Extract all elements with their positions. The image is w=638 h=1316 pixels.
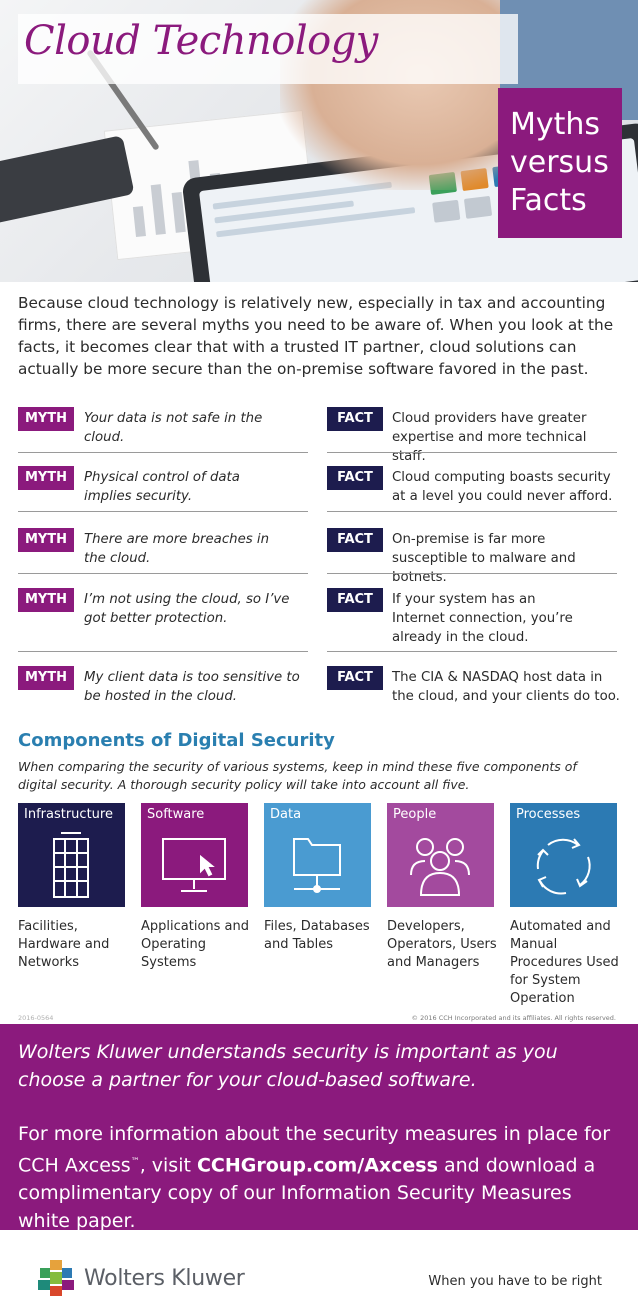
myth-badge: MYTH xyxy=(18,666,74,690)
cta-statement: Wolters Kluwer understands security is i… xyxy=(18,1041,558,1091)
building-icon xyxy=(53,832,89,898)
fact-text: If your system has an Internet connectio… xyxy=(392,592,573,645)
versus-word: versus xyxy=(510,145,609,180)
fact-text: Cloud providers have greater expertise a… xyxy=(392,411,587,464)
components-subtitle: When comparing the security of various s… xyxy=(18,759,577,792)
document-code: 2016-0564 xyxy=(18,1014,54,1022)
divider xyxy=(327,573,617,574)
tile-label: Processes xyxy=(516,807,581,822)
cta-band: Wolters Kluwer understands security is i… xyxy=(0,1024,638,1232)
tile-description: Applications and Operating Systems xyxy=(141,919,249,970)
cta-info-text: , visit xyxy=(139,1154,197,1177)
divider xyxy=(18,651,308,652)
cta-info: For more information about the security … xyxy=(18,1120,622,1235)
tile-software: Software xyxy=(141,803,248,907)
components-title: Components of Digital Security xyxy=(18,730,335,751)
page-title: Cloud Technology xyxy=(18,14,518,84)
fact-text: On-premise is far more susceptible to ma… xyxy=(392,532,576,585)
intro-paragraph: Because cloud technology is relatively n… xyxy=(18,294,614,378)
tile-label: People xyxy=(393,807,437,822)
tile-description: Files, Databases and Tables xyxy=(264,919,370,952)
myth-badge: MYTH xyxy=(18,528,74,552)
myths-word: Myths xyxy=(510,107,601,142)
folder-network-icon xyxy=(293,838,341,893)
tile-data: Data xyxy=(264,803,371,907)
footer: Wolters Kluwer When you have to be right xyxy=(0,1240,638,1316)
tile-label: Software xyxy=(147,807,205,822)
fact-text: Cloud computing boasts security at a lev… xyxy=(392,470,613,504)
tagline: When you have to be right xyxy=(428,1274,602,1289)
divider xyxy=(18,511,308,512)
trademark: ™ xyxy=(130,1157,140,1167)
monitor-icon xyxy=(162,838,226,892)
tile-people: People xyxy=(387,803,494,907)
myth-text: There are more breaches in the cloud. xyxy=(84,532,270,566)
myths-versus-facts-box: Myths versus Facts xyxy=(498,88,622,238)
myth-badge: MYTH xyxy=(18,588,74,612)
fact-badge: FACT xyxy=(327,407,383,431)
myth-text: Your data is not safe in the cloud. xyxy=(84,411,263,445)
facts-word: Facts xyxy=(510,183,587,218)
tile-infrastructure: Infrastructure xyxy=(18,803,125,907)
divider xyxy=(327,651,617,652)
divider xyxy=(327,511,617,512)
fact-badge: FACT xyxy=(327,588,383,612)
tile-description: Automated and Manual Procedures Used for… xyxy=(510,919,619,1006)
fact-text: The CIA & NASDAQ host data in the cloud,… xyxy=(392,670,620,704)
tile-description: Facilities, Hardware and Networks xyxy=(18,919,110,970)
copyright: © 2016 CCH Incorporated and its affiliat… xyxy=(411,1014,616,1022)
brand-name: Wolters Kluwer xyxy=(84,1266,245,1291)
fact-badge: FACT xyxy=(327,666,383,690)
divider xyxy=(18,452,308,453)
myth-badge: MYTH xyxy=(18,407,74,431)
myth-text: Physical control of data implies securit… xyxy=(84,470,240,504)
fact-badge: FACT xyxy=(327,466,383,490)
cta-info-text: and download a complimentary copy of our… xyxy=(18,1154,596,1233)
myth-text: My client data is too sensitive to be ho… xyxy=(84,670,300,704)
cta-info-text: For more information about the security … xyxy=(18,1123,611,1177)
myth-badge: MYTH xyxy=(18,466,74,490)
myth-text: I’m not using the cloud, so I’ve got bet… xyxy=(84,592,290,626)
tile-description: Developers, Operators, Users and Manager… xyxy=(387,919,497,970)
wolters-kluwer-logo-icon xyxy=(38,1260,74,1296)
cycle-arrows-icon xyxy=(536,838,591,895)
divider xyxy=(18,573,308,574)
fact-badge: FACT xyxy=(327,528,383,552)
tile-processes: Processes xyxy=(510,803,617,907)
tile-label: Data xyxy=(270,807,302,822)
divider xyxy=(327,452,617,453)
tile-label: Infrastructure xyxy=(24,807,113,822)
people-icon xyxy=(410,838,470,896)
cta-link[interactable]: CCHGroup.com/Axcess xyxy=(196,1154,438,1177)
